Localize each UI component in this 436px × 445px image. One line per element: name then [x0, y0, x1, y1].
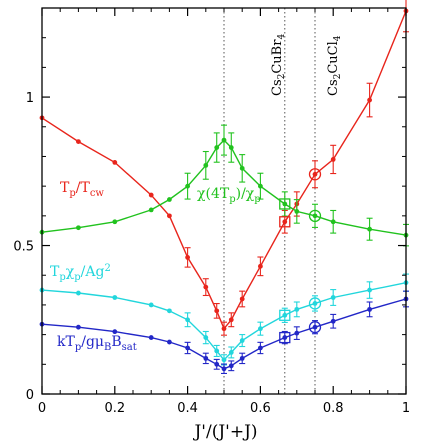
data-point — [221, 366, 227, 372]
data-point — [76, 324, 81, 330]
data-point — [214, 145, 220, 150]
y-tick-label: 0.5 — [13, 240, 34, 255]
data-point — [148, 207, 154, 213]
data-point — [294, 330, 300, 336]
special-markers — [279, 168, 322, 344]
series-label-chi-ratio: χ(4Tp)/χp — [197, 186, 261, 205]
data-point — [367, 287, 372, 293]
x-tick-label: 0 — [38, 401, 46, 416]
data-point — [112, 160, 118, 165]
series-line — [41, 298, 407, 370]
data-point — [294, 208, 300, 214]
series-line — [41, 10, 407, 331]
x-tick-label: 0.8 — [323, 401, 344, 416]
data-point — [112, 219, 118, 225]
data-point — [258, 263, 263, 269]
data-point — [282, 335, 288, 340]
data-point — [167, 308, 172, 314]
open-square-marker — [279, 216, 291, 228]
data-point — [330, 219, 336, 225]
open-square-marker — [279, 331, 291, 344]
data-point — [203, 355, 209, 361]
open-circle-marker — [308, 297, 322, 310]
open-square-marker — [279, 309, 291, 321]
data-point — [167, 213, 172, 219]
data-point — [185, 255, 191, 260]
data-point — [167, 197, 172, 202]
data-point — [112, 329, 118, 335]
x-tick-label: 0.6 — [250, 401, 271, 416]
series-line — [41, 139, 407, 236]
series-2 — [39, 273, 409, 366]
data-point — [203, 284, 209, 290]
data-point — [76, 290, 81, 296]
open-circle-marker — [308, 168, 322, 181]
data-point — [312, 213, 318, 219]
data-point — [76, 225, 81, 231]
series-line — [41, 282, 407, 361]
series-curves — [39, 0, 409, 375]
data-point — [312, 324, 318, 330]
series-1 — [39, 124, 409, 247]
data-point — [167, 339, 172, 345]
data-point — [239, 355, 245, 361]
data-point — [203, 335, 209, 340]
data-point — [258, 326, 263, 332]
data-point — [239, 296, 245, 302]
data-point — [203, 162, 209, 168]
open-circle-marker — [308, 209, 322, 222]
data-point — [367, 226, 372, 232]
data-point — [330, 318, 336, 324]
data-point — [185, 317, 191, 323]
data-point — [112, 295, 118, 300]
axis-ticks: 0 0.2 0.4 0.6 0.8 1 0 0.5 1 — [13, 8, 410, 416]
data-point — [214, 308, 220, 314]
y-tick-label: 0 — [26, 388, 34, 403]
data-point — [221, 326, 227, 332]
data-point — [330, 157, 336, 162]
open-square-marker — [279, 198, 291, 210]
annotation-cs2cucl4: Cs2CuCl4 — [326, 35, 343, 96]
data-point — [228, 145, 234, 150]
x-tick-label: 0.4 — [177, 401, 198, 416]
open-circle-marker — [308, 321, 322, 334]
data-point — [76, 139, 81, 145]
data-point — [221, 357, 227, 363]
annotation-cs2cubr4: Cs2CuBr4 — [270, 34, 287, 96]
data-point — [367, 97, 372, 103]
data-point — [258, 345, 263, 351]
series-label-tp-chi: Tpχp/Ag2 — [50, 263, 111, 283]
x-tick-label: 0.2 — [104, 401, 125, 416]
data-point — [185, 345, 191, 351]
data-point — [214, 361, 220, 367]
data-point — [148, 335, 154, 340]
data-point — [282, 201, 288, 207]
series-0 — [39, 0, 409, 336]
data-point — [228, 363, 234, 369]
data-point — [294, 306, 300, 312]
data-point — [367, 306, 372, 312]
data-point — [148, 192, 154, 198]
x-axis-label: J'/(J'+J) — [192, 422, 257, 442]
data-point — [312, 301, 318, 306]
series-3 — [39, 290, 409, 375]
y-tick-label: 1 — [26, 91, 34, 106]
data-point — [282, 312, 288, 318]
data-point — [214, 348, 220, 354]
data-point — [148, 302, 154, 308]
data-point — [228, 350, 234, 355]
data-point — [330, 295, 336, 300]
data-point — [258, 183, 263, 189]
data-point — [228, 317, 234, 323]
data-point — [239, 165, 245, 171]
data-point — [239, 338, 245, 343]
x-tick-label: 1 — [402, 401, 410, 416]
data-point — [185, 183, 191, 189]
data-point — [312, 171, 318, 177]
data-point — [221, 137, 227, 143]
data-point — [282, 219, 288, 225]
